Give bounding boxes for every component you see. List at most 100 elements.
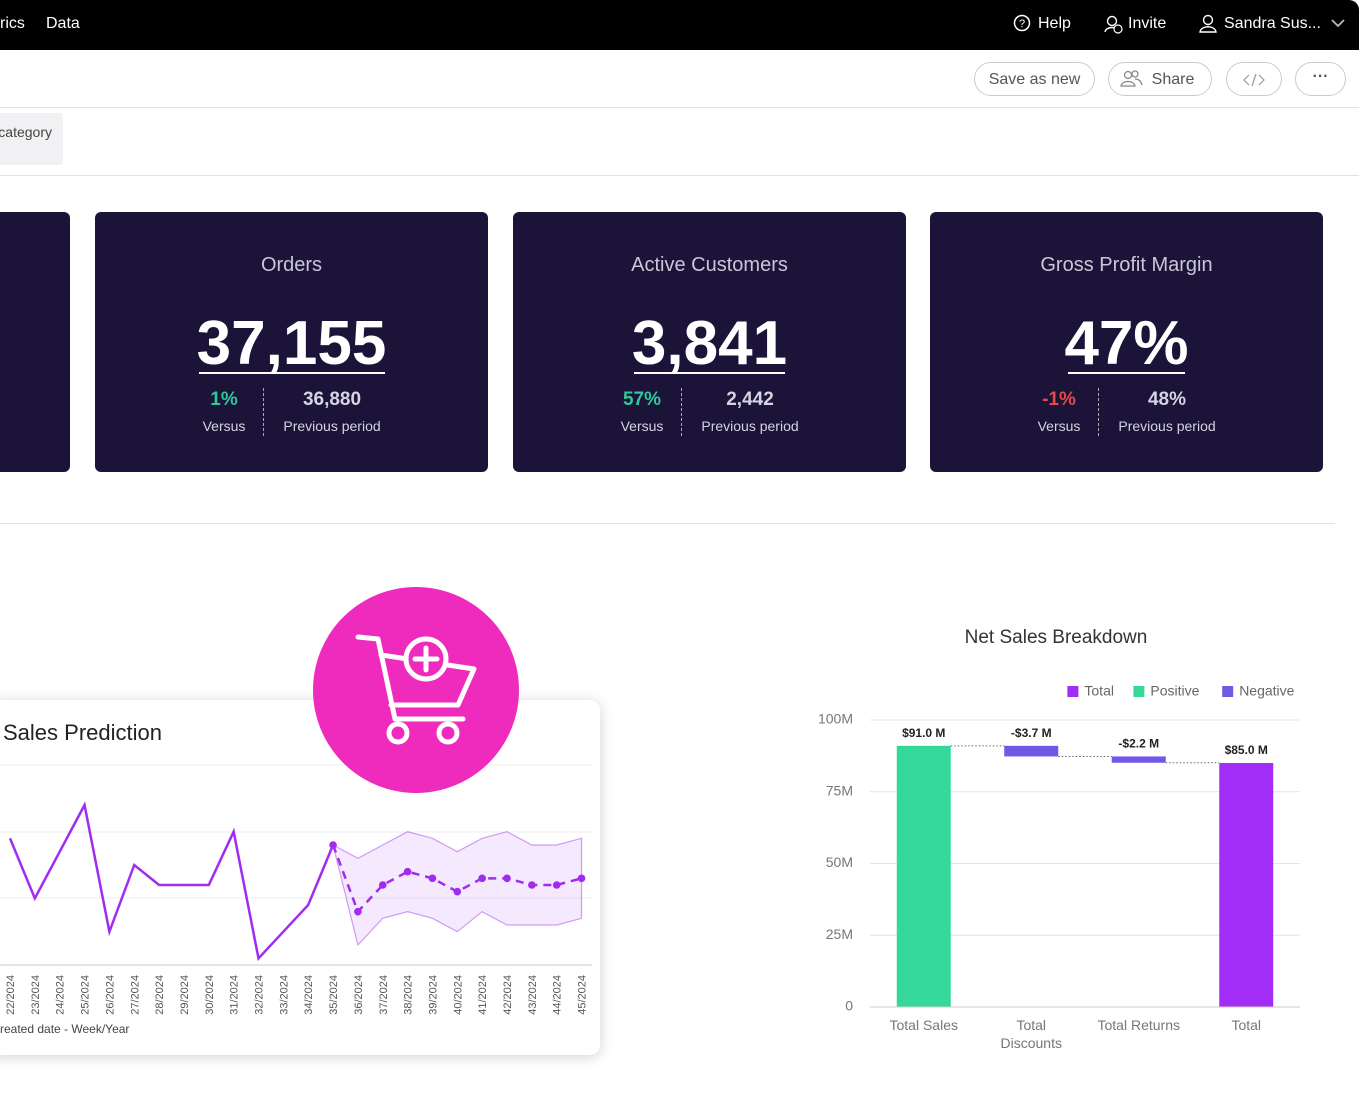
y-tick-label: 75M bbox=[826, 782, 853, 798]
point bbox=[528, 881, 536, 889]
cart-badge bbox=[313, 587, 519, 793]
x-tick-label: 33/2024 bbox=[278, 975, 290, 1015]
code-icon bbox=[1243, 73, 1265, 86]
share-button[interactable]: Share bbox=[1108, 62, 1212, 96]
separator bbox=[263, 388, 264, 436]
help-icon: ? bbox=[1013, 14, 1031, 32]
point bbox=[329, 841, 337, 849]
kpi-previous-label: Previous period bbox=[283, 418, 381, 434]
kpi-card: Orders 37,155 1% Versus 36,880 Previous … bbox=[95, 212, 488, 472]
kpi-previous: 48% bbox=[1147, 389, 1187, 410]
divider bbox=[0, 175, 1359, 176]
svg-text:?: ? bbox=[1019, 18, 1025, 30]
point bbox=[403, 867, 412, 876]
x-tick-label: Total Discounts bbox=[1000, 1017, 1062, 1051]
underline bbox=[199, 372, 385, 374]
y-tick-label: 25M bbox=[826, 926, 853, 942]
data-label: -$3.7 M bbox=[1011, 726, 1052, 740]
kpi-card bbox=[0, 212, 70, 472]
invite-link[interactable]: Invite bbox=[1128, 15, 1167, 32]
invite-icon bbox=[1104, 15, 1123, 34]
point bbox=[354, 907, 362, 916]
nav-item[interactable]: Data bbox=[46, 15, 80, 32]
kpi-previous: 36,880 bbox=[302, 389, 362, 410]
x-tick-label: 44/2024 bbox=[552, 975, 564, 1015]
kpi-value: 3,841 bbox=[631, 309, 788, 378]
legend-label: Total bbox=[1084, 683, 1114, 699]
point bbox=[478, 874, 486, 883]
x-tick-label: 41/2024 bbox=[477, 975, 489, 1015]
legend-swatch bbox=[1133, 686, 1145, 697]
bar bbox=[1219, 763, 1274, 1007]
kpi-value: 37,155 bbox=[196, 309, 387, 378]
data-label: $85.0 M bbox=[1225, 743, 1268, 757]
chart-title: Net Sales Breakdown bbox=[965, 627, 1148, 648]
point bbox=[428, 874, 437, 883]
filter-chip[interactable]: category bbox=[0, 113, 63, 165]
x-tick-label: 35/2024 bbox=[328, 975, 340, 1015]
y-tick-label: 50M bbox=[826, 854, 853, 870]
legend-label: Positive bbox=[1150, 683, 1199, 699]
x-tick-label: 45/2024 bbox=[577, 975, 589, 1015]
filter-label: category bbox=[0, 124, 52, 140]
help-link[interactable]: Help bbox=[1038, 15, 1071, 32]
x-tick-label: Total Returns bbox=[1097, 1017, 1180, 1033]
separator bbox=[681, 388, 682, 436]
underline bbox=[634, 372, 785, 374]
x-tick-label: 36/2024 bbox=[353, 975, 365, 1015]
kpi-title: Orders bbox=[260, 254, 323, 276]
x-tick-label: 42/2024 bbox=[502, 975, 514, 1015]
x-tick-label: 28/2024 bbox=[154, 975, 166, 1015]
underline bbox=[1068, 372, 1185, 374]
x-tick-label: Total Sales bbox=[889, 1017, 958, 1033]
legend-label: Negative bbox=[1239, 683, 1294, 699]
user-icon bbox=[1199, 14, 1217, 33]
divider bbox=[0, 107, 1359, 108]
chart-title: Sales Prediction bbox=[3, 720, 162, 745]
kpi-previous-label: Previous period bbox=[701, 418, 799, 434]
y-tick-label: 100M bbox=[818, 711, 853, 727]
save-button[interactable]: Save as new bbox=[974, 62, 1095, 96]
nav-item[interactable]: rics bbox=[0, 15, 25, 32]
point bbox=[503, 874, 511, 883]
point bbox=[577, 874, 586, 883]
x-tick-label: 40/2024 bbox=[452, 975, 464, 1015]
kpi-change: 57% bbox=[622, 389, 662, 410]
y-tick-label: 0 bbox=[845, 998, 853, 1014]
x-tick-label: 24/2024 bbox=[55, 975, 67, 1015]
kpi-change: 1% bbox=[210, 389, 238, 410]
kpi-card: Active Customers 3,841 57% Versus 2,442 … bbox=[513, 212, 906, 472]
prediction-panel: Sales Prediction reated date - Week/Year… bbox=[0, 700, 600, 1055]
divider bbox=[0, 523, 1335, 524]
kpi-change-label: Versus bbox=[202, 418, 246, 434]
x-tick-label: 37/2024 bbox=[378, 975, 390, 1015]
data-label: $91.0 M bbox=[902, 726, 945, 740]
bar bbox=[1111, 756, 1166, 763]
kpi-change-label: Versus bbox=[1037, 418, 1081, 434]
chevron[interactable] bbox=[1331, 18, 1345, 28]
x-axis-title: reated date - Week/Year bbox=[0, 1022, 129, 1036]
share-icon bbox=[1120, 70, 1143, 87]
x-tick-label: 26/2024 bbox=[104, 975, 116, 1015]
x-tick-label: 30/2024 bbox=[204, 975, 216, 1015]
embed-button[interactable] bbox=[1226, 62, 1282, 96]
more-button[interactable]: ··· bbox=[1295, 62, 1346, 96]
separator bbox=[1098, 388, 1099, 436]
legend-swatch bbox=[1222, 686, 1234, 697]
x-tick-label: 23/2024 bbox=[30, 975, 42, 1015]
x-tick-label: 32/2024 bbox=[254, 975, 266, 1015]
point bbox=[453, 887, 462, 896]
user-menu[interactable]: Sandra Sus... bbox=[1224, 15, 1321, 32]
line-chart: Sales Prediction reated date - Week/Year… bbox=[0, 720, 592, 1036]
top-nav: rics Data ? Help Invite Sandra Sus... bbox=[0, 0, 1359, 50]
bar bbox=[1004, 745, 1059, 757]
series-line bbox=[8, 801, 335, 961]
x-tick-label: Total bbox=[1231, 1017, 1262, 1033]
x-tick-label: 27/2024 bbox=[129, 975, 141, 1015]
kpi-value: 47% bbox=[1064, 309, 1189, 378]
data-label: -$2.2 M bbox=[1118, 737, 1159, 751]
x-tick-label: 43/2024 bbox=[527, 975, 539, 1015]
kpi-change: -1% bbox=[1042, 389, 1076, 410]
